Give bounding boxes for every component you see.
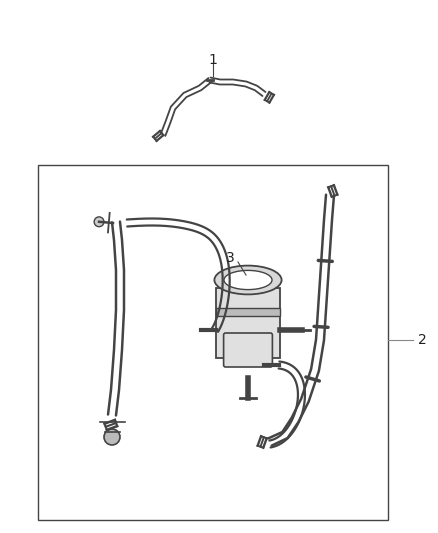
Circle shape	[94, 217, 104, 227]
Ellipse shape	[224, 270, 272, 289]
Circle shape	[104, 429, 120, 445]
Ellipse shape	[214, 265, 282, 294]
Bar	[38, 165, 388, 520]
Text: 2: 2	[418, 333, 427, 347]
Text: 1: 1	[208, 53, 217, 67]
Bar	[216, 288, 280, 358]
FancyBboxPatch shape	[224, 333, 272, 367]
Text: 3: 3	[226, 251, 234, 265]
Bar	[216, 308, 280, 316]
